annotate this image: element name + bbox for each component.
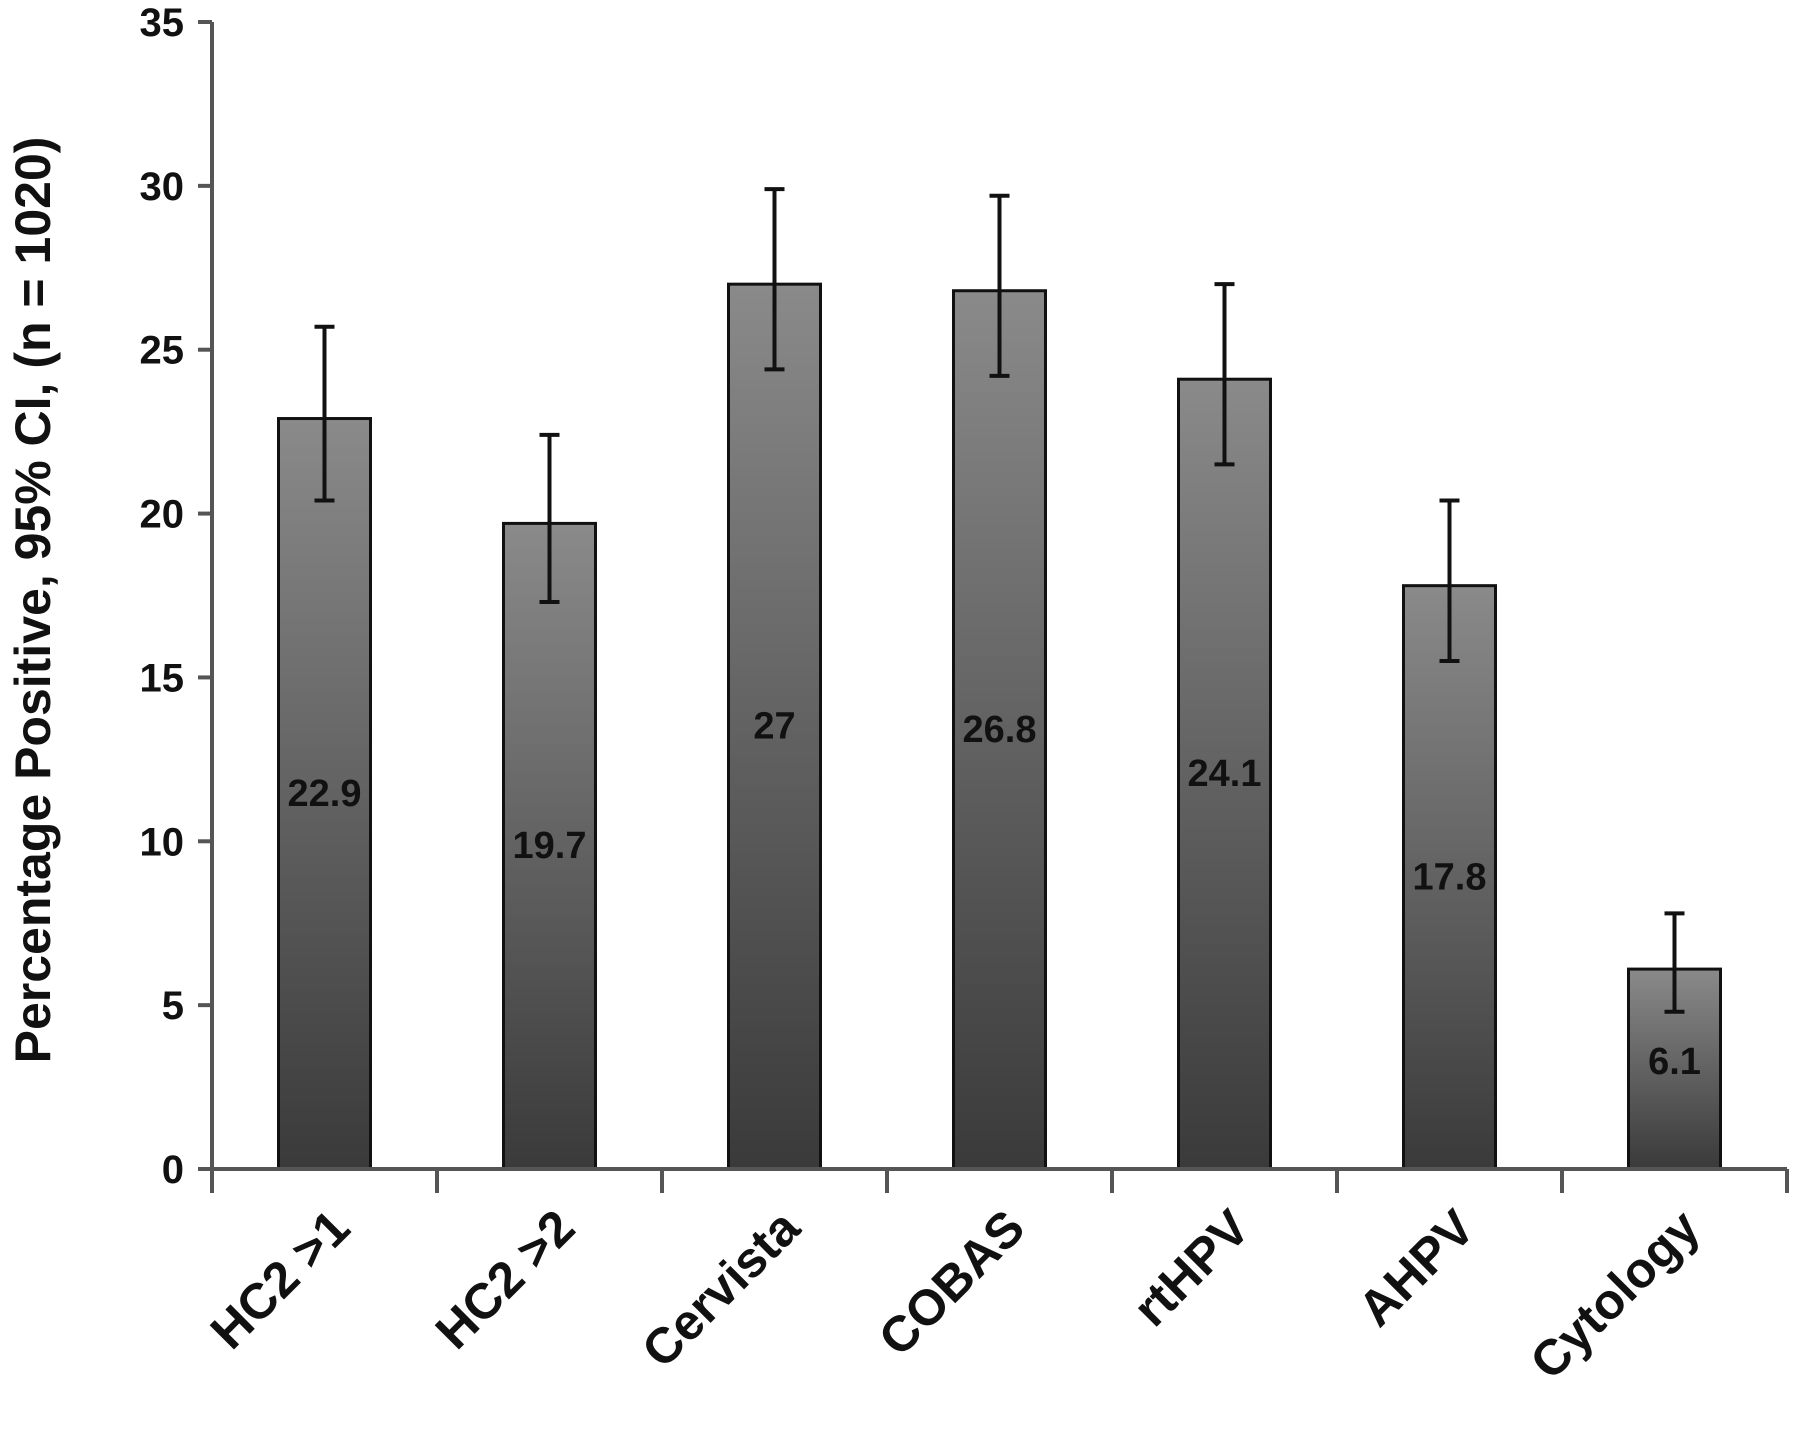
bar-ahpv xyxy=(1402,584,1497,1171)
y-tick-label-25: 25 xyxy=(140,329,185,373)
error-bar-hc2-2 xyxy=(539,432,560,605)
data-label-cytology: 6.1 xyxy=(1648,1041,1701,1083)
y-tick-label-35: 35 xyxy=(140,1,185,45)
y-axis-label: Percentage Positive, 95% CI, (n = 1020) xyxy=(5,137,61,1064)
x-tick-label-hc2-1: HC2 >1 xyxy=(200,1199,360,1359)
bar-hc2-2 xyxy=(502,521,597,1171)
x-tick-label-cervista: Cervista xyxy=(631,1198,811,1378)
data-label-hc2-1: 22.9 xyxy=(288,773,362,815)
y-tick-label-0: 0 xyxy=(162,1148,184,1192)
data-label-ahpv: 17.8 xyxy=(1413,856,1487,898)
data-label-hc2-2: 19.7 xyxy=(513,825,587,867)
y-tick-label-15: 15 xyxy=(140,656,185,700)
error-bars-layer xyxy=(314,187,1685,1014)
error-bar-cobas xyxy=(989,193,1010,378)
bar-cobas xyxy=(952,289,1047,1171)
error-bar-hc2-1 xyxy=(314,324,335,503)
y-tick-label-10: 10 xyxy=(140,820,185,864)
data-label-cervista: 27 xyxy=(753,706,795,748)
y-tick-label-20: 20 xyxy=(140,493,185,537)
y-tick-label-5: 5 xyxy=(162,984,184,1028)
error-bar-cytology xyxy=(1664,911,1685,1014)
x-tick-label-hc2-2: HC2 >2 xyxy=(425,1199,585,1359)
data-labels-layer: 22.9 19.7 27 26.8 24.1 17.8 6.1 xyxy=(288,706,1701,1083)
error-bar-rthpv xyxy=(1214,282,1235,467)
data-label-rthpv: 24.1 xyxy=(1188,753,1262,795)
x-tick-label-ahpv: AHPV xyxy=(1347,1199,1485,1337)
x-tick-label-cytology: Cytology xyxy=(1519,1199,1710,1390)
error-bar-ahpv xyxy=(1439,498,1460,664)
x-tick-label-cobas: COBAS xyxy=(868,1199,1035,1366)
bar-hc2-1 xyxy=(277,417,372,1171)
x-tick-label-rthpv: rtHPV xyxy=(1122,1199,1260,1337)
data-label-cobas: 26.8 xyxy=(963,709,1037,751)
error-bar-cervista xyxy=(764,187,785,372)
y-tick-label-30: 30 xyxy=(140,165,185,209)
